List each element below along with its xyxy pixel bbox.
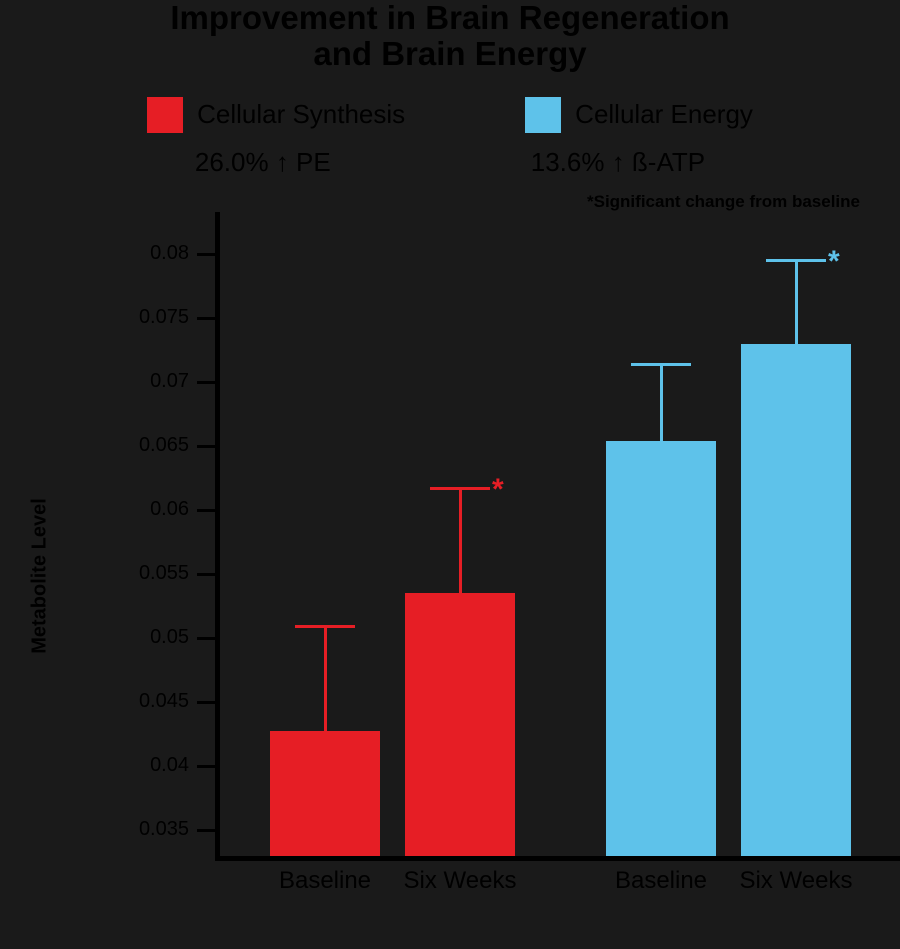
- error-bar-stem: [795, 259, 798, 343]
- y-tick-mark: [197, 573, 215, 576]
- legend-swatch-synthesis: [147, 97, 183, 133]
- bar-synthesis-six-weeks: [405, 593, 515, 855]
- error-bar-cap: [766, 259, 826, 262]
- y-tick-mark: [197, 381, 215, 384]
- y-tick-mark: [197, 509, 215, 512]
- y-tick-mark: [197, 829, 215, 832]
- error-bar-stem: [324, 625, 327, 731]
- error-bar-stem: [459, 487, 462, 593]
- y-tick-label: 0.05: [60, 626, 189, 649]
- y-tick-mark: [197, 445, 215, 448]
- bar-energy-six-weeks: [741, 344, 851, 856]
- y-tick-label: 0.035: [60, 818, 189, 841]
- bar-synthesis-baseline: [270, 731, 380, 855]
- y-tick-label: 0.06: [60, 498, 189, 521]
- x-tick-label: Six Weeks: [390, 868, 530, 894]
- error-bar-cap: [631, 363, 691, 366]
- legend-label-energy: Cellular Energy: [575, 99, 753, 130]
- y-tick-mark: [197, 701, 215, 704]
- chart-title-line2: and Brain Energy: [0, 36, 900, 72]
- y-tick-mark: [197, 317, 215, 320]
- legend-sublines: 26.0% ↑ PE 13.6% ↑ ß-ATP: [0, 147, 900, 178]
- significance-star: *: [492, 473, 504, 507]
- error-bar-cap: [295, 625, 355, 628]
- chart-title-line1: Improvement in Brain Regeneration: [0, 0, 900, 36]
- y-tick-label: 0.045: [60, 690, 189, 713]
- x-tick-label: Baseline: [255, 868, 395, 894]
- y-tick-label: 0.075: [60, 306, 189, 329]
- y-tick-label: 0.065: [60, 434, 189, 457]
- y-tick-label: 0.08: [60, 242, 189, 265]
- legend-item-energy: Cellular Energy: [525, 97, 753, 133]
- legend-swatch-energy: [525, 97, 561, 133]
- legend-item-synthesis: Cellular Synthesis: [147, 97, 405, 133]
- y-axis-label: Metabolite Level: [29, 498, 52, 654]
- y-tick-label: 0.07: [60, 370, 189, 393]
- y-tick-label: 0.055: [60, 562, 189, 585]
- chart-title: Improvement in Brain Regeneration and Br…: [0, 0, 900, 73]
- y-tick-mark: [197, 637, 215, 640]
- y-tick-mark: [197, 253, 215, 256]
- footnote: *Significant change from baseline: [0, 192, 900, 212]
- x-tick-label: Baseline: [591, 868, 731, 894]
- legend-label-synthesis: Cellular Synthesis: [197, 99, 405, 130]
- x-tick-label: Six Weeks: [726, 868, 866, 894]
- error-bar-cap: [430, 487, 490, 490]
- x-axis-line: [215, 856, 900, 861]
- y-tick-label: 0.04: [60, 754, 189, 777]
- y-tick-mark: [197, 765, 215, 768]
- legend: Cellular Synthesis Cellular Energy: [0, 97, 900, 133]
- y-axis-line: [215, 212, 220, 856]
- subline-synthesis: 26.0% ↑ PE: [195, 147, 331, 178]
- error-bar-stem: [660, 363, 663, 441]
- bar-energy-baseline: [606, 441, 716, 856]
- subline-energy: 13.6% ↑ ß-ATP: [531, 147, 705, 178]
- chart-area: Metabolite Level 0.0350.040.0450.050.055…: [60, 216, 900, 936]
- significance-star: *: [828, 245, 840, 279]
